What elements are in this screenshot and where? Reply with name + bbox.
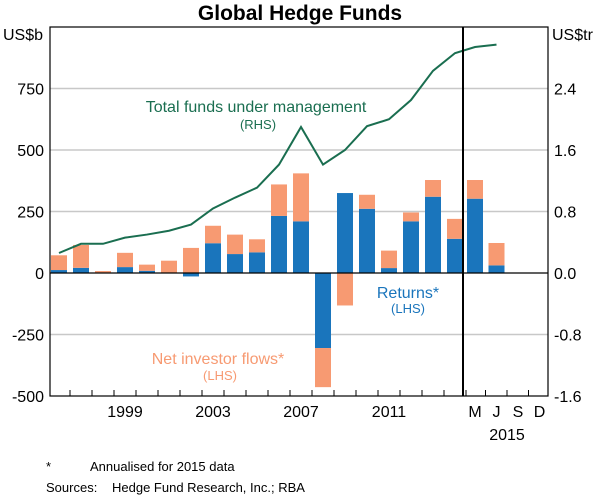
flows-bar [337,273,353,306]
left-unit-label: US$b [3,27,43,44]
returns-bar [227,254,243,273]
flows-bar [139,264,155,271]
returns-bar [315,273,331,349]
year-2015-label: 2015 [489,427,525,444]
returns-bar [117,267,133,273]
returns-sub-label: (LHS) [391,301,425,316]
sources-text: Hedge Fund Research, Inc.; RBA [112,480,305,495]
funds-label: Total funds under management [146,99,367,116]
flows-bar [249,239,265,253]
flows-label: Net investor flows* [152,351,285,368]
sources-label: Sources: [46,480,97,495]
flows-bar [227,234,243,255]
returns-bar [293,221,309,273]
x-tick-label: 2007 [283,404,319,421]
right-unit-label: US$tr [552,27,594,44]
x-tick-label: 1999 [107,404,143,421]
flows-bar [359,194,375,209]
flows-bar [95,271,111,273]
flows-bar [467,180,483,199]
returns-bar [359,208,375,273]
footnote-note: Annualised for 2015 data [90,459,235,474]
right-tick-label: 0.0 [554,266,576,283]
left-tick-label: -250 [12,328,44,345]
returns-bar [51,270,67,273]
footnote-star: * [46,459,51,474]
x-tick-label: 2011 [372,404,407,421]
flows-bar [117,252,133,268]
returns-bar [337,193,353,273]
returns-label: Returns* [377,285,439,302]
chart-title: Global Hedge Funds [198,2,402,25]
right-tick-label: 1.6 [554,143,576,160]
flows-bar [73,244,89,268]
left-tick-label: 750 [17,82,44,99]
returns-bar [488,265,505,273]
right-tick-label: 2.4 [554,82,576,99]
quarter-label: D [534,404,546,421]
right-tick-label: -1.6 [554,389,582,406]
left-tick-label: 500 [17,143,44,160]
returns-bar [447,238,463,273]
flows-sub-label: (LHS) [203,368,237,383]
flows-bar [381,250,397,269]
returns-bar [73,267,89,273]
plot-frame [49,26,549,397]
left-tick-label: 0 [35,266,44,283]
returns-bar [205,243,221,273]
returns-bar [271,215,287,273]
x-tick-label: 2003 [195,404,231,421]
funds-sub-label: (RHS) [240,117,276,132]
quarter-label: M [468,404,481,421]
flows-bar [161,260,177,273]
right-tick-label: 0.8 [554,205,576,222]
quarter-label: J [493,404,501,421]
flows-bar [51,255,67,271]
flows-bar [271,184,287,216]
left-tick-label: 250 [17,205,44,222]
flows-bar [205,225,221,244]
quarter-label: S [513,404,524,421]
flows-bar [293,173,309,222]
left-tick-label: -500 [12,389,44,406]
flows-bar [315,348,331,388]
returns-bar [425,196,441,273]
funds-line [58,43,497,254]
flows-bar [488,242,505,266]
flows-bar [403,212,419,222]
returns-bar [183,273,199,277]
flows-bar [447,218,463,239]
flows-bar [425,180,441,197]
returns-bar [467,198,483,273]
returns-bar [249,252,265,273]
flows-bar [183,247,199,273]
returns-bar [381,268,397,273]
right-tick-label: -0.8 [554,328,582,345]
returns-bar [403,221,419,273]
returns-bar [139,270,155,273]
